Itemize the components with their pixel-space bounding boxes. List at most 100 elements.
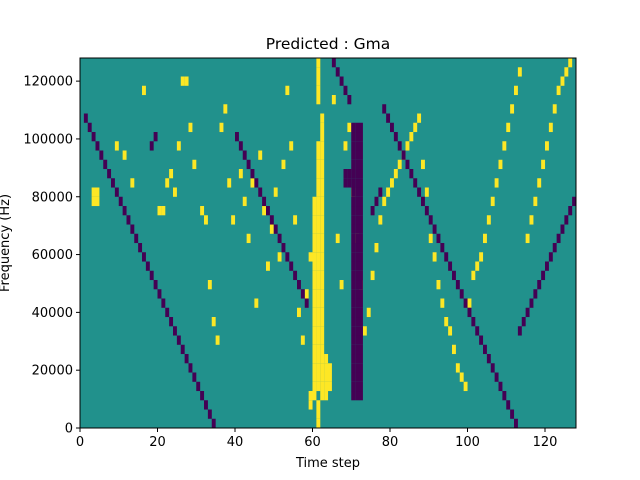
low-value-cell <box>343 85 348 96</box>
low-value-cell <box>335 67 340 77</box>
high-value-cell <box>541 159 546 170</box>
low-value-cell <box>359 335 363 345</box>
low-value-cell <box>529 298 534 308</box>
low-value-cell <box>479 335 484 345</box>
high-value-cell <box>316 95 321 105</box>
low-value-cell <box>355 122 360 133</box>
x-tick-label: 80 <box>382 435 399 450</box>
high-value-cell <box>316 317 321 327</box>
low-value-cell <box>359 122 363 133</box>
high-value-cell <box>483 233 487 244</box>
low-value-cell <box>483 344 487 355</box>
low-value-cell <box>525 307 530 318</box>
low-value-cell <box>211 418 216 429</box>
high-value-cell <box>320 113 325 123</box>
low-value-cell <box>351 159 356 170</box>
heatmap-cells <box>83 58 577 429</box>
low-value-cell <box>490 363 495 373</box>
high-value-cell <box>320 150 325 160</box>
high-value-cell <box>316 354 321 364</box>
low-value-cell <box>351 363 356 373</box>
high-value-cell <box>316 326 321 336</box>
high-value-cell <box>285 85 290 96</box>
high-value-cell <box>169 169 174 179</box>
low-value-cell <box>393 132 398 142</box>
high-value-cell <box>316 169 321 179</box>
low-value-cell <box>359 372 363 382</box>
x-tick-label: 60 <box>304 435 321 450</box>
high-value-cell <box>370 270 375 281</box>
high-value-cell <box>320 187 325 197</box>
high-value-cell <box>320 224 325 234</box>
high-value-cell <box>312 335 317 345</box>
low-value-cell <box>126 215 131 225</box>
low-value-cell <box>355 307 360 318</box>
high-value-cell <box>486 215 491 225</box>
high-value-cell <box>215 335 220 345</box>
low-value-cell <box>351 150 356 160</box>
high-value-cell <box>231 215 236 225</box>
high-value-cell <box>246 233 251 244</box>
low-value-cell <box>374 196 379 207</box>
high-value-cell <box>316 381 321 392</box>
x-tick-label: 100 <box>455 435 480 450</box>
high-value-cell <box>242 196 247 207</box>
high-value-cell <box>308 400 313 410</box>
high-value-cell <box>328 381 332 392</box>
low-value-cell <box>351 252 356 262</box>
low-value-cell <box>273 224 278 234</box>
high-value-cell <box>312 372 317 382</box>
low-value-cell <box>355 206 360 216</box>
low-value-cell <box>409 169 414 179</box>
low-value-cell <box>266 206 270 216</box>
high-value-cell <box>273 187 278 197</box>
high-value-cell <box>479 252 484 262</box>
high-value-cell <box>448 326 453 336</box>
low-value-cell <box>351 354 356 364</box>
low-value-cell <box>351 206 356 216</box>
high-value-cell <box>320 159 325 170</box>
low-value-cell <box>355 372 360 382</box>
plot-area <box>79 57 577 429</box>
low-value-cell <box>359 326 363 336</box>
low-value-cell <box>475 326 480 336</box>
low-value-cell <box>448 261 453 271</box>
high-value-cell <box>312 224 317 234</box>
low-value-cell <box>145 261 150 271</box>
high-value-cell <box>467 298 472 308</box>
high-value-cell <box>366 307 371 318</box>
y-tick-label: 40000 <box>32 306 73 321</box>
high-value-cell <box>312 280 317 290</box>
high-value-cell <box>320 141 325 151</box>
high-value-cell <box>289 141 294 151</box>
low-value-cell <box>459 289 464 299</box>
low-value-cell <box>351 344 356 355</box>
low-value-cell <box>351 243 356 253</box>
high-value-cell <box>378 215 383 225</box>
low-value-cell <box>359 307 363 318</box>
high-value-cell <box>114 141 119 151</box>
high-value-cell <box>320 372 325 382</box>
high-value-cell <box>421 159 425 170</box>
high-value-cell <box>525 233 530 244</box>
high-value-cell <box>180 76 185 86</box>
high-value-cell <box>537 178 542 188</box>
low-value-cell <box>142 252 146 262</box>
low-value-cell <box>355 289 360 299</box>
low-value-cell <box>242 150 247 160</box>
high-value-cell <box>316 187 321 197</box>
high-value-cell <box>390 178 394 188</box>
low-value-cell <box>417 187 422 197</box>
high-value-cell <box>254 298 259 308</box>
low-value-cell <box>114 187 119 197</box>
high-value-cell <box>320 363 325 373</box>
low-value-cell <box>359 261 363 271</box>
high-value-cell <box>320 298 325 308</box>
x-tick-label: 40 <box>227 435 244 450</box>
high-value-cell <box>320 289 325 299</box>
high-value-cell <box>95 187 100 197</box>
high-value-cell <box>316 76 321 86</box>
high-value-cell <box>173 187 177 197</box>
low-value-cell <box>359 363 363 373</box>
high-value-cell <box>316 141 321 151</box>
